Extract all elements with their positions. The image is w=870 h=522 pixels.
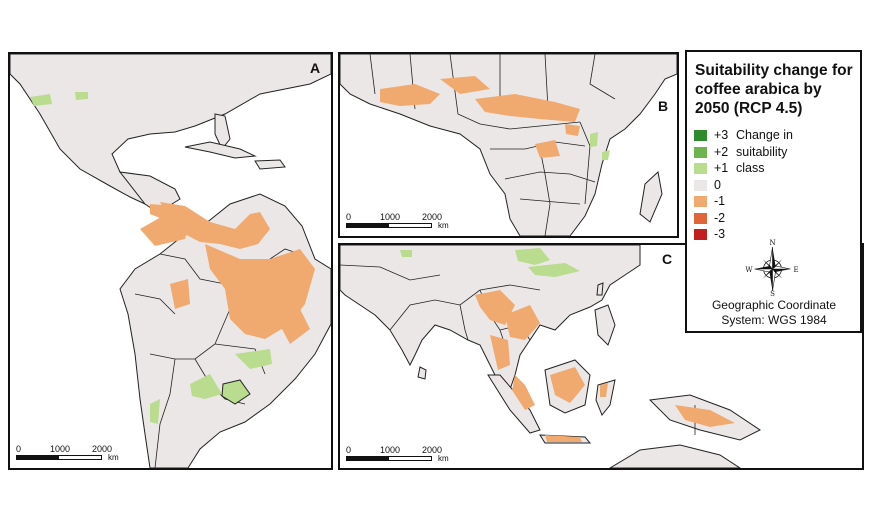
gain-patches-c (400, 248, 580, 277)
land-australia (609, 444, 741, 468)
land-philippines (594, 304, 616, 346)
legend-label: -1 (714, 194, 726, 208)
legend-swatch (694, 146, 707, 158)
legend-swatch (694, 229, 707, 240)
compass-w: W (745, 266, 753, 274)
decline-patches-a (140, 202, 315, 344)
land-africa (340, 54, 677, 236)
land-sri-lanka (417, 366, 427, 380)
scale-tick-2000: 2000 (422, 212, 443, 222)
land-sumatra (487, 374, 541, 434)
legend-label: +3 (714, 128, 729, 142)
compass-s: S (770, 290, 775, 297)
scale-bar-b: 0 1000 2000 km (346, 212, 461, 230)
scale-tick-2000: 2000 (92, 444, 113, 454)
land-taiwan (596, 282, 604, 296)
scale-tick-0: 0 (346, 445, 352, 455)
land-madagascar (639, 171, 663, 223)
map-panel-latin-america: A 0 1000 2000 km (8, 52, 333, 470)
decline-patches-c (475, 290, 735, 442)
africa-map (340, 54, 677, 236)
coordinate-system-line2: System: WGS 1984 (721, 313, 827, 327)
legend-label: +2 (714, 144, 729, 159)
land-cuba (184, 141, 257, 159)
legend-swatch (694, 130, 707, 141)
legend-description: class (736, 161, 765, 175)
scale-tick-0: 0 (346, 212, 352, 222)
legend-label: +1 (714, 161, 729, 175)
land-north-america (10, 54, 331, 207)
scale-tick-1000: 1000 (50, 444, 71, 454)
legend-swatch (694, 179, 707, 191)
latin-america-map (10, 54, 331, 468)
land-uruguay (221, 379, 251, 405)
panel-label-c: C (662, 251, 673, 267)
legend-description: suitability (736, 144, 788, 159)
compass-rose-icon: N S W E (745, 239, 798, 297)
panel-label-a: A (310, 60, 321, 76)
scale-unit-b: km (438, 221, 449, 230)
scale-tick-0: 0 (16, 444, 22, 454)
coordinate-system-note: Geographic Coordinate System: WGS 1984 (690, 298, 858, 328)
scale-tick-1000: 1000 (380, 212, 401, 222)
legend-label: 0 (714, 177, 721, 192)
legend-title: Suitability change for coffee arabica by… (695, 62, 853, 117)
panel-label-b: B (658, 98, 669, 114)
compass-e: E (793, 266, 798, 274)
gain-patches-b (590, 132, 610, 160)
scale-tick-2000: 2000 (422, 445, 443, 455)
legend-description: Change in (736, 128, 793, 142)
compass-n: N (769, 239, 775, 247)
scale-bar-c: 0 1000 2000 km (346, 445, 461, 463)
land-hispaniola (254, 159, 286, 170)
scale-unit-a: km (108, 453, 119, 462)
coordinate-system-line1: Geographic Coordinate (711, 298, 837, 312)
legend-swatch (694, 212, 707, 224)
asia-map (340, 245, 761, 468)
scale-unit-c: km (438, 454, 449, 463)
legend-swatch (694, 196, 707, 207)
legend-swatch (694, 163, 707, 174)
legend-label: -3 (714, 227, 726, 241)
scale-bar-a: 0 1000 2000 km (16, 444, 131, 462)
gain-patches-a (30, 92, 272, 424)
legend-label: -2 (714, 210, 726, 225)
land-florida (214, 113, 231, 150)
decline-patches-b (380, 76, 580, 158)
scale-tick-1000: 1000 (380, 445, 401, 455)
map-panel-africa: B 0 1000 2000 km (338, 52, 679, 238)
